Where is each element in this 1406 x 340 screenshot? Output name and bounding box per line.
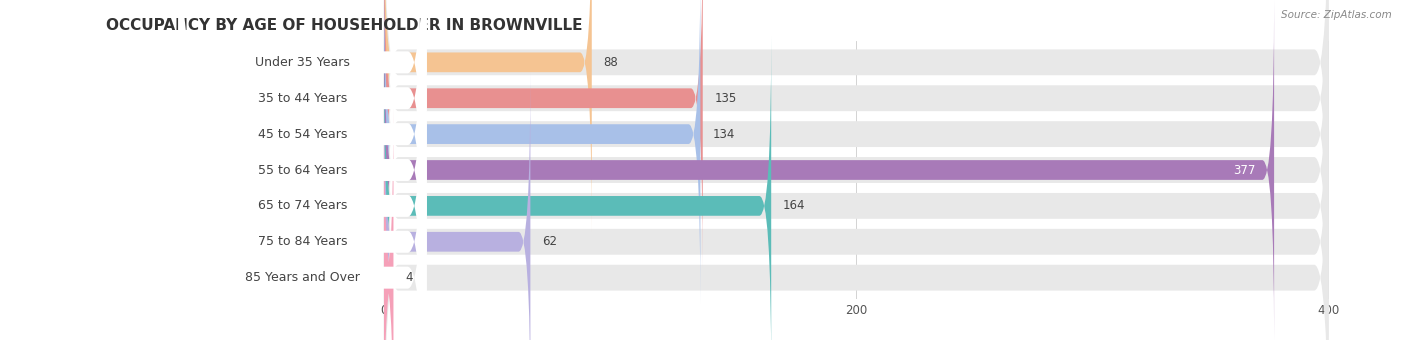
FancyBboxPatch shape — [384, 0, 1329, 301]
FancyBboxPatch shape — [179, 0, 426, 340]
FancyBboxPatch shape — [384, 0, 1274, 340]
FancyBboxPatch shape — [384, 39, 1329, 340]
FancyBboxPatch shape — [384, 0, 1329, 340]
FancyBboxPatch shape — [179, 0, 426, 340]
FancyBboxPatch shape — [384, 0, 700, 304]
Text: 88: 88 — [603, 56, 619, 69]
FancyBboxPatch shape — [384, 75, 1329, 340]
Text: 75 to 84 Years: 75 to 84 Years — [257, 235, 347, 248]
FancyBboxPatch shape — [384, 0, 1329, 337]
FancyBboxPatch shape — [384, 72, 530, 340]
FancyBboxPatch shape — [384, 0, 1329, 265]
FancyBboxPatch shape — [179, 0, 426, 340]
FancyBboxPatch shape — [384, 0, 703, 268]
Text: 85 Years and Over: 85 Years and Over — [245, 271, 360, 284]
Text: OCCUPANCY BY AGE OF HOUSEHOLDER IN BROWNVILLE: OCCUPANCY BY AGE OF HOUSEHOLDER IN BROWN… — [107, 18, 582, 33]
Text: 45 to 54 Years: 45 to 54 Years — [257, 128, 347, 141]
Text: 377: 377 — [1233, 164, 1256, 176]
Text: 35 to 44 Years: 35 to 44 Years — [257, 92, 347, 105]
FancyBboxPatch shape — [179, 0, 426, 338]
FancyBboxPatch shape — [384, 36, 772, 340]
FancyBboxPatch shape — [179, 0, 426, 340]
Text: 62: 62 — [543, 235, 557, 248]
FancyBboxPatch shape — [384, 3, 1329, 340]
Text: Source: ZipAtlas.com: Source: ZipAtlas.com — [1281, 10, 1392, 20]
Text: 55 to 64 Years: 55 to 64 Years — [257, 164, 347, 176]
Text: 65 to 74 Years: 65 to 74 Years — [257, 199, 347, 212]
FancyBboxPatch shape — [381, 108, 396, 340]
FancyBboxPatch shape — [179, 2, 426, 340]
Text: 134: 134 — [713, 128, 734, 141]
Text: 4: 4 — [405, 271, 413, 284]
Text: Under 35 Years: Under 35 Years — [254, 56, 350, 69]
Text: 135: 135 — [714, 92, 737, 105]
FancyBboxPatch shape — [384, 0, 592, 232]
Text: 164: 164 — [783, 199, 806, 212]
FancyBboxPatch shape — [179, 0, 426, 340]
